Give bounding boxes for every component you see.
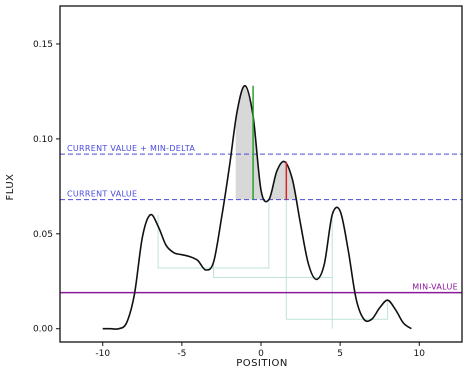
x-tick-label: 0 [258,349,264,359]
shaded-region [235,85,301,200]
reference-line-label: MIN-VALUE [412,283,458,292]
y-tick-label: 0.10 [33,135,53,145]
y-tick-label: 0.00 [33,325,53,335]
guide-line [213,211,333,278]
guide-line [285,199,389,320]
x-axis-label: POSITION [236,358,288,369]
x-tick-label: -10 [95,349,110,359]
x-tick-label: 10 [414,349,426,359]
y-tick-label: 0.05 [33,230,53,240]
reference-lines: CURRENT VALUE + MIN-DELTA CURRENT VALUE MI… [60,144,462,294]
plot-frame [59,5,463,343]
flux-curve [102,84,412,330]
axes [59,5,463,343]
y-axis-label: FLUX [5,174,16,201]
data-series [102,84,412,330]
x-tick-label: 5 [337,349,343,359]
x-tick-label: -5 [177,349,186,359]
plot-background [235,85,301,200]
guide-line [157,199,270,269]
reference-line-label: CURRENT VALUE [67,190,137,199]
ticks: -10 -5 0 5 10 0.00 0.05 0.10 0.15 [33,40,425,359]
peak-markers [252,85,288,200]
y-tick-label: 0.15 [33,40,53,50]
reference-line-label: CURRENT VALUE + MIN-DELTA [67,144,195,153]
guide-lines [157,199,389,329]
